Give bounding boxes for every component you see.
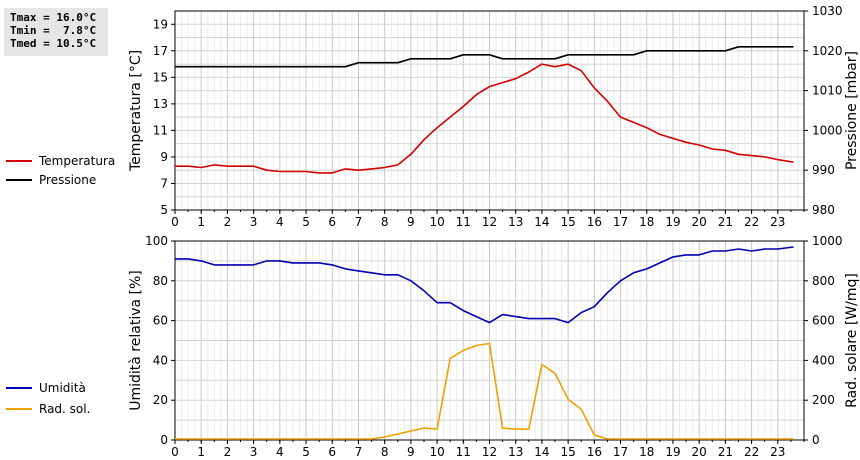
top-legend-label: Temperatura: [38, 154, 115, 168]
bottom-x-tick-label: 22: [744, 445, 759, 459]
top-right-tick-label: 1000: [812, 123, 843, 137]
top-x-tick-label: 6: [328, 215, 336, 229]
bottom-right-tick-label: 400: [812, 353, 835, 367]
top-left-tick-label: 13: [153, 97, 168, 111]
bottom-x-tick-label: 14: [534, 445, 549, 459]
bottom-left-tick-label: 20: [153, 393, 168, 407]
top-x-tick-label: 22: [744, 215, 759, 229]
top-right-tick-label: 1020: [812, 44, 843, 58]
top-x-tick-label: 17: [613, 215, 628, 229]
bottom-left-axis-title: Umidità relativa [%]: [128, 270, 144, 411]
bottom-right-tick-label: 800: [812, 274, 835, 288]
bottom-x-tick-label: 7: [355, 445, 363, 459]
top-x-tick-label: 12: [482, 215, 497, 229]
top-x-tick-label: 11: [456, 215, 471, 229]
top-x-tick-label: 7: [355, 215, 363, 229]
top-x-tick-label: 4: [276, 215, 284, 229]
stat-tmax: Tmax = 16.0°C: [10, 11, 97, 24]
top-x-tick-label: 0: [171, 215, 179, 229]
bottom-x-tick-label: 17: [613, 445, 628, 459]
bottom-x-tick-label: 6: [328, 445, 336, 459]
top-right-tick-label: 980: [812, 203, 835, 217]
top-left-tick-label: 19: [153, 17, 168, 31]
top-x-tick-label: 16: [587, 215, 602, 229]
bottom-x-tick-label: 13: [508, 445, 523, 459]
bottom-x-tick-label: 5: [302, 445, 310, 459]
top-legend-label: Pressione: [39, 173, 96, 187]
bottom-x-tick-label: 16: [587, 445, 602, 459]
bottom-x-tick-label: 1: [197, 445, 205, 459]
bottom-legend-label: Rad. sol.: [39, 402, 90, 416]
bottom-left-tick-label: 100: [145, 234, 168, 248]
top-right-tick-label: 1010: [812, 84, 843, 98]
bottom-x-tick-label: 15: [560, 445, 575, 459]
bottom-x-tick-label: 20: [692, 445, 707, 459]
bottom-x-tick-label: 8: [381, 445, 389, 459]
bottom-right-tick-label: 1000: [812, 234, 843, 248]
top-x-tick-label: 1: [197, 215, 205, 229]
top-left-axis-title: Temperatura [°C]: [128, 50, 144, 172]
top-left-tick-label: 15: [153, 70, 168, 84]
top-x-tick-label: 18: [639, 215, 654, 229]
top-x-tick-label: 15: [560, 215, 575, 229]
bottom-left-tick-label: 60: [153, 314, 168, 328]
top-x-tick-label: 14: [534, 215, 549, 229]
top-x-tick-label: 13: [508, 215, 523, 229]
top-x-tick-label: 20: [692, 215, 707, 229]
top-x-tick-label: 21: [718, 215, 733, 229]
stat-tmed: Tmed = 10.5°C: [10, 37, 97, 50]
top-x-tick-label: 8: [381, 215, 389, 229]
bottom-x-tick-label: 2: [224, 445, 232, 459]
top-right-tick-label: 990: [812, 163, 835, 177]
top-left-tick-label: 7: [160, 176, 168, 190]
top-x-tick-label: 10: [429, 215, 444, 229]
bottom-right-tick-label: 200: [812, 393, 835, 407]
top-left-tick-label: 5: [160, 203, 168, 217]
top-x-tick-label: 9: [407, 215, 415, 229]
bottom-x-tick-label: 19: [665, 445, 680, 459]
statistics-box: Tmax = 16.0°C Tmin = 7.8°C Tmed = 10.5°C: [4, 8, 108, 56]
top-x-tick-label: 3: [250, 215, 258, 229]
top-x-tick-label: 5: [302, 215, 310, 229]
top-series-line-1: [175, 63, 794, 174]
bottom-x-tick-label: 9: [407, 445, 415, 459]
bottom-x-tick-label: 0: [171, 445, 179, 459]
top-x-tick-label: 2: [224, 215, 232, 229]
bottom-series-line-1: [175, 246, 794, 324]
top-left-tick-label: 17: [153, 44, 168, 58]
bottom-x-tick-label: 11: [456, 445, 471, 459]
top-right-axis-title: Pressione [mbar]: [844, 51, 860, 170]
top-x-tick-label: 19: [665, 215, 680, 229]
bottom-x-tick-label: 4: [276, 445, 284, 459]
bottom-x-tick-label: 23: [770, 445, 785, 459]
bottom-right-tick-label: 600: [812, 314, 835, 328]
top-right-tick-label: 1030: [812, 4, 843, 18]
top-series-line-2: [175, 45, 794, 68]
bottom-x-tick-label: 3: [250, 445, 258, 459]
bottom-right-tick-label: 0: [812, 433, 820, 447]
bottom-left-tick-label: 0: [160, 433, 168, 447]
bottom-x-tick-label: 21: [718, 445, 733, 459]
top-left-tick-label: 9: [160, 150, 168, 164]
bottom-x-tick-label: 18: [639, 445, 654, 459]
top-left-tick-label: 11: [153, 123, 168, 137]
bottom-x-tick-label: 12: [482, 445, 497, 459]
bottom-legend-label: Umidità: [39, 381, 86, 395]
bottom-left-tick-label: 80: [153, 274, 168, 288]
stat-tmin: Tmin = 7.8°C: [10, 24, 97, 37]
bottom-series-line-2: [175, 342, 794, 440]
bottom-x-tick-label: 10: [429, 445, 444, 459]
bottom-right-axis-title: Rad. solare [W/mq]: [844, 273, 860, 408]
bottom-left-tick-label: 40: [153, 353, 168, 367]
top-x-tick-label: 23: [770, 215, 785, 229]
